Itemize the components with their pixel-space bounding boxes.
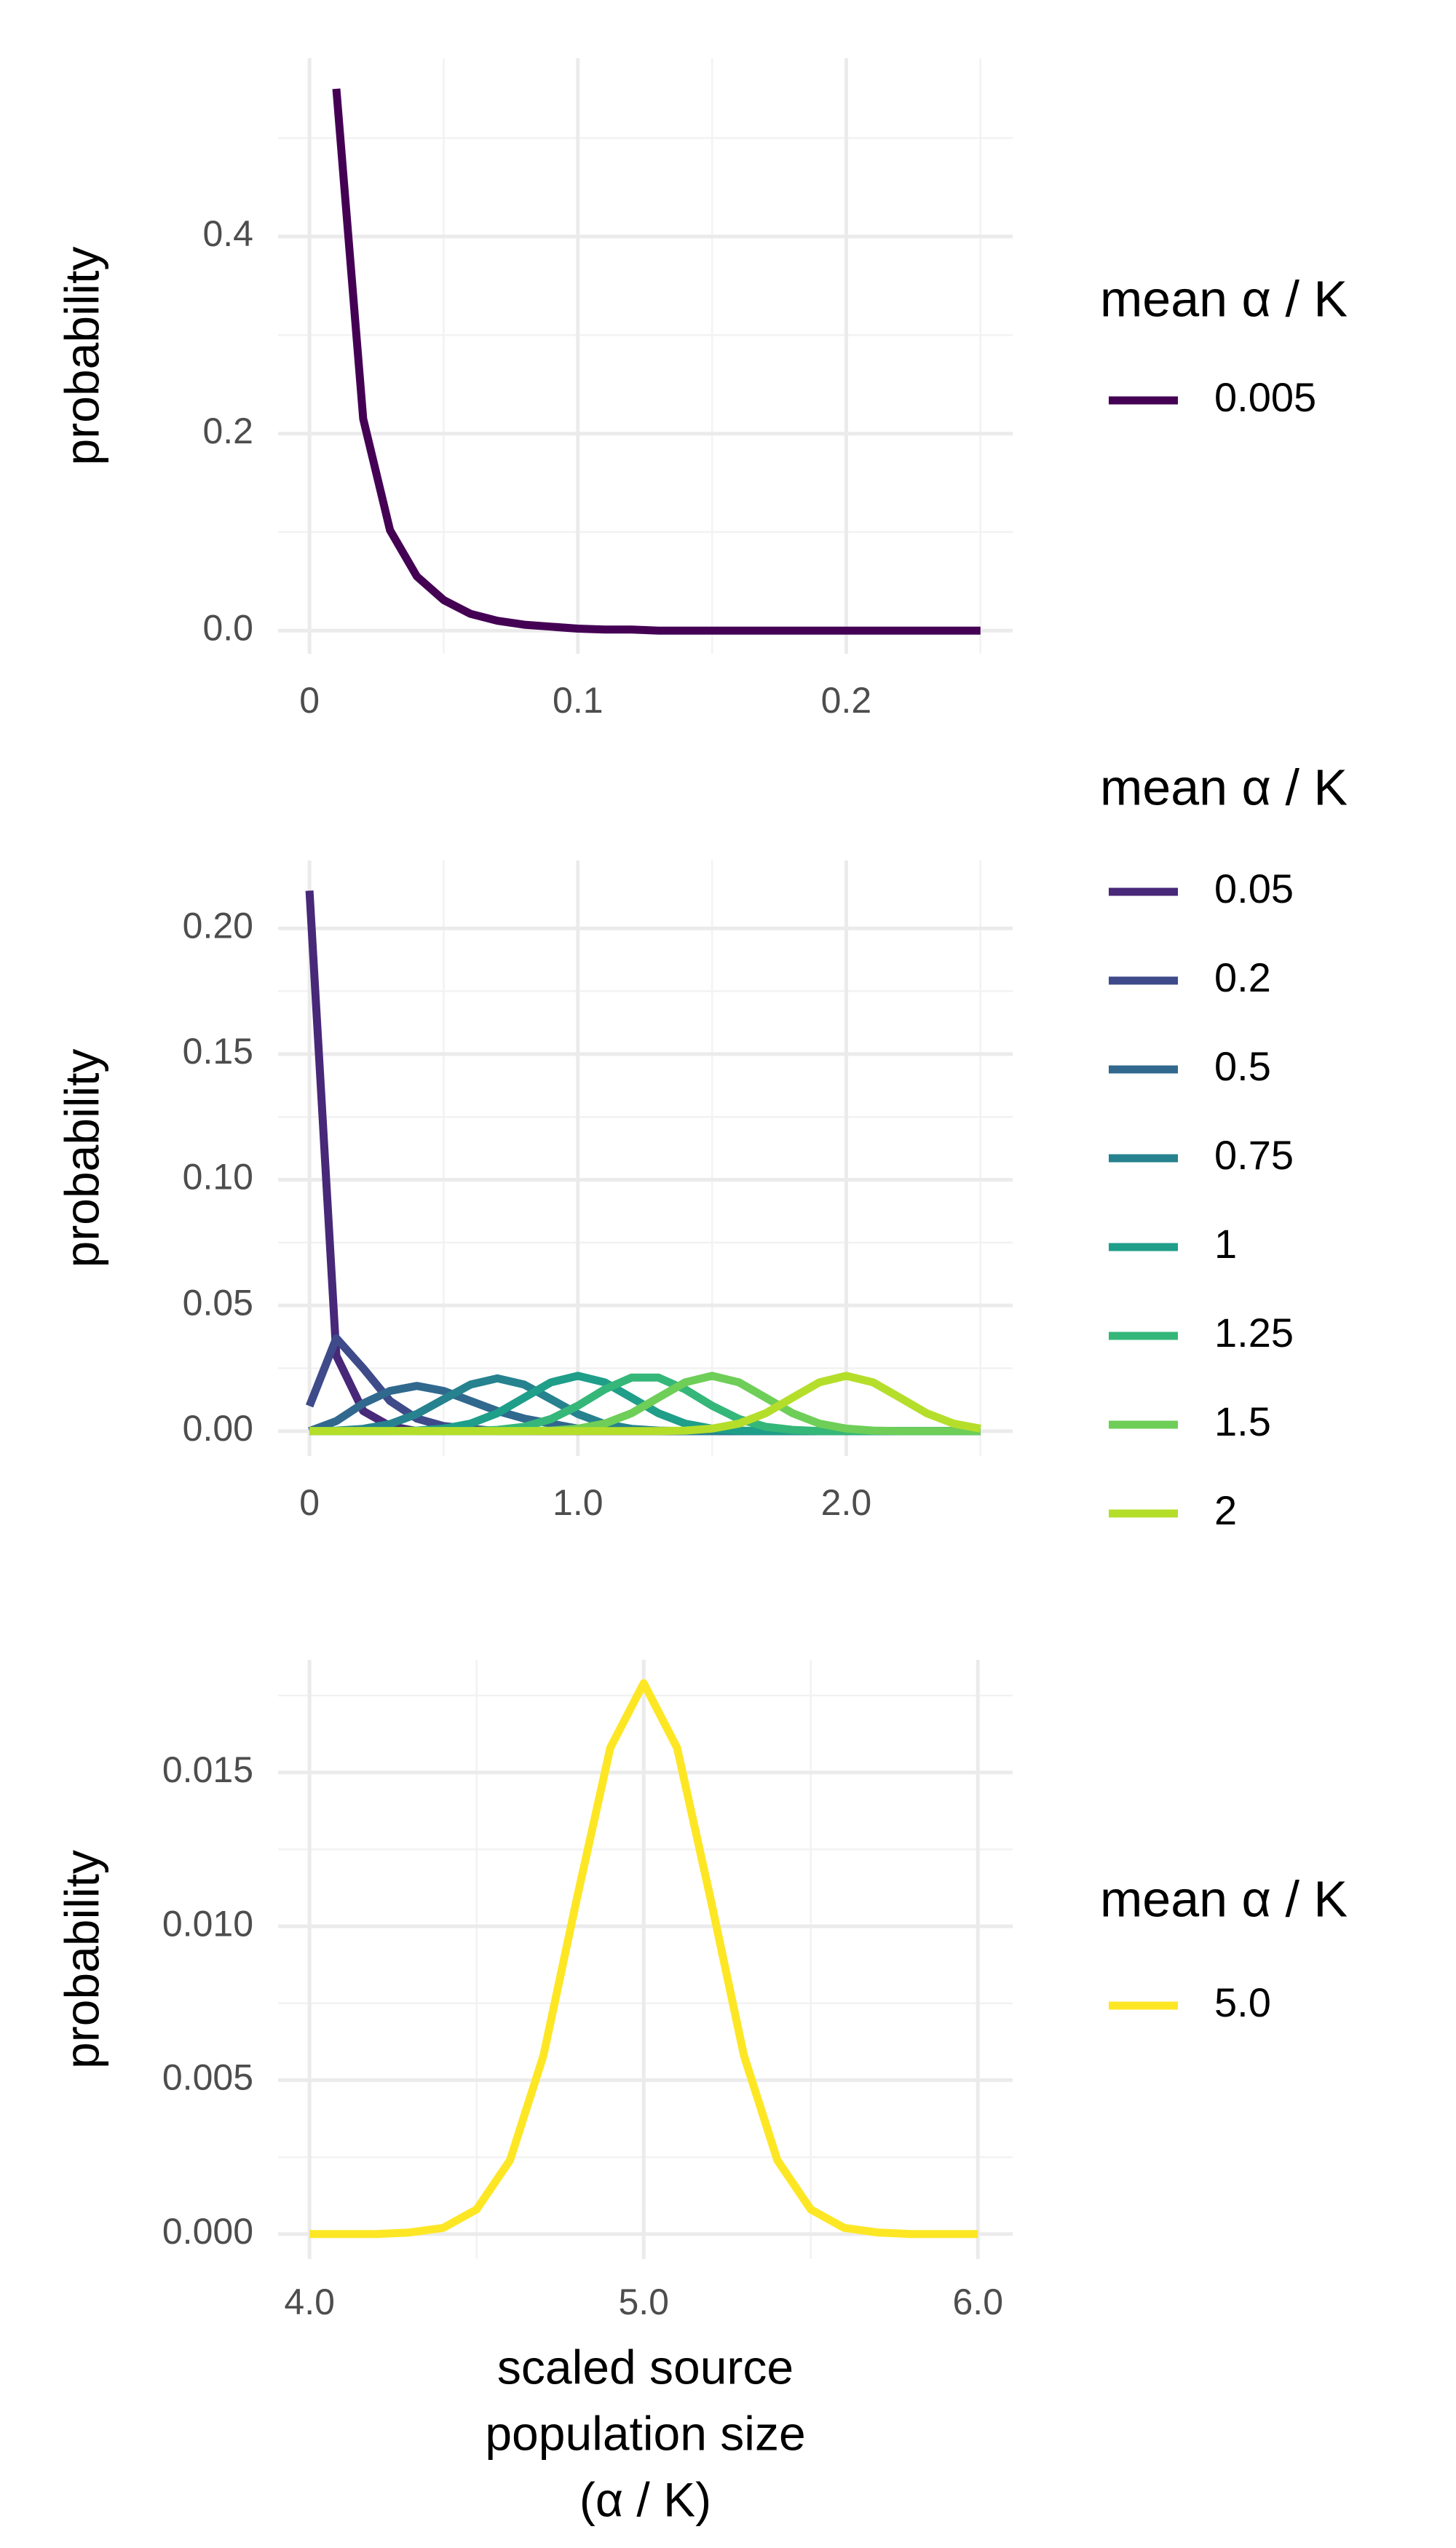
x-tick-label: 4.0	[284, 2282, 335, 2322]
legend-title: mean α / K	[1100, 759, 1348, 815]
y-tick-label: 0.015	[162, 1749, 253, 1790]
y-tick-label: 0.05	[183, 1282, 253, 1323]
y-tick-label: 0.0	[202, 607, 253, 648]
data-line	[332, 88, 981, 635]
legend-label: 0.5	[1214, 1043, 1271, 1089]
data-line	[309, 1372, 981, 1436]
x-tick-label: 1.0	[553, 1482, 604, 1523]
y-tick-label: 0.00	[183, 1408, 253, 1449]
data-line	[305, 890, 981, 1436]
legend-label: 0.2	[1214, 954, 1271, 1000]
x-tick-label: 0	[299, 680, 320, 721]
legend-label: 2	[1214, 1487, 1237, 1533]
x-tick-label: 0.1	[553, 680, 604, 721]
data-line	[309, 1679, 978, 2239]
y-tick-label: 0.2	[202, 411, 253, 451]
y-axis-title: probability	[55, 247, 108, 466]
x-axis-title: population size	[485, 2406, 805, 2460]
y-axis-title: probability	[55, 1850, 108, 2069]
legend-label: 0.005	[1214, 374, 1316, 420]
x-tick-label: 0	[299, 1482, 320, 1523]
y-tick-label: 0.10	[183, 1157, 253, 1198]
y-tick-label: 0.15	[183, 1031, 253, 1072]
y-tick-label: 0.000	[162, 2211, 253, 2252]
y-tick-label: 0.4	[202, 213, 253, 254]
y-axis-title: probability	[55, 1049, 108, 1268]
legend-label: 1.5	[1214, 1398, 1271, 1444]
legend-label: 1	[1214, 1221, 1237, 1267]
x-tick-label: 6.0	[953, 2282, 1004, 2322]
y-tick-label: 0.010	[162, 1903, 253, 1944]
x-axis-title: scaled source	[497, 2340, 794, 2394]
x-axis-title: (α / K)	[579, 2472, 711, 2526]
x-tick-label: 2.0	[821, 1482, 872, 1523]
legend-label: 0.05	[1214, 866, 1294, 911]
legend-title: mean α / K	[1100, 270, 1348, 327]
y-tick-label: 0.005	[162, 2057, 253, 2098]
y-tick-label: 0.20	[183, 905, 253, 946]
legend-title: mean α / K	[1100, 1870, 1348, 1927]
legend-label: 5.0	[1214, 1979, 1271, 2025]
x-tick-label: 5.0	[618, 2282, 669, 2322]
legend-label: 0.75	[1214, 1132, 1294, 1178]
legend-label: 1.25	[1214, 1310, 1294, 1356]
x-tick-label: 0.2	[821, 680, 872, 721]
